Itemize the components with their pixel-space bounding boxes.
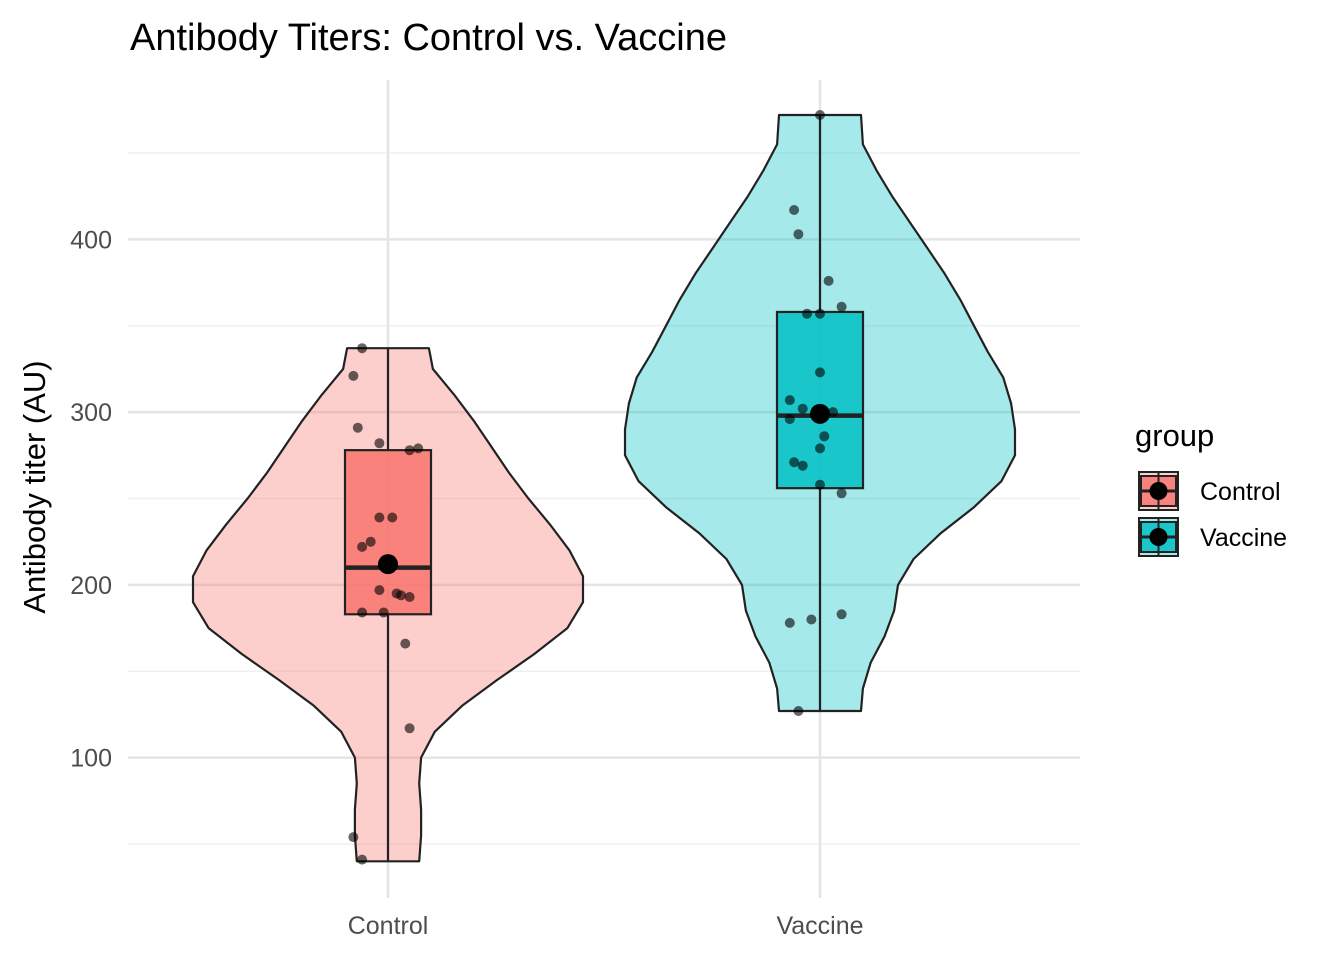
y-tick-label: 300	[70, 399, 112, 427]
data-point	[815, 479, 825, 490]
data-point	[815, 110, 825, 120]
data-point	[348, 832, 359, 843]
violins	[191, 113, 1017, 863]
data-point	[815, 367, 825, 378]
y-tick-label: 100	[70, 745, 112, 773]
data-point	[357, 854, 368, 865]
data-point	[413, 443, 424, 454]
y-tick-label: 200	[70, 572, 112, 600]
legend-key-mean	[1149, 482, 1168, 500]
data-point	[784, 414, 795, 425]
data-point	[365, 536, 376, 547]
data-point	[387, 512, 398, 523]
data-point	[404, 592, 415, 602]
data-point	[357, 607, 368, 618]
data-point	[836, 301, 847, 312]
data-point	[374, 438, 385, 449]
data-point	[797, 403, 808, 414]
data-point	[789, 205, 800, 215]
data-point	[819, 431, 830, 442]
data-point	[797, 460, 808, 471]
data-point	[374, 512, 385, 523]
data-point	[793, 229, 804, 240]
x-tick-label: Control	[348, 912, 429, 940]
legend-key-mean	[1149, 528, 1168, 546]
data-point	[357, 343, 368, 354]
legend: group Control Vaccine	[1135, 418, 1287, 557]
legend-label-control: Control	[1200, 478, 1281, 506]
x-axis: Control Vaccine	[348, 912, 864, 940]
data-point	[793, 706, 804, 716]
data-points	[348, 110, 847, 865]
chart-title: Antibody Titers: Control vs. Vaccine	[130, 17, 727, 59]
legend-label-vaccine: Vaccine	[1200, 524, 1287, 552]
data-point	[404, 723, 415, 734]
data-point	[374, 585, 385, 596]
y-axis-title: Antibody titer (AU)	[17, 360, 52, 613]
mean-point	[378, 554, 398, 575]
data-point	[815, 308, 825, 319]
y-axis: 100 200 300 400	[70, 226, 112, 772]
data-point	[404, 445, 415, 456]
y-tick-label: 400	[70, 226, 112, 254]
data-point	[836, 609, 847, 620]
data-point	[828, 407, 838, 418]
data-point	[823, 275, 834, 286]
data-point	[815, 443, 825, 454]
data-point	[378, 607, 389, 618]
data-point	[784, 617, 795, 628]
data-point	[348, 370, 359, 381]
data-point	[352, 422, 363, 433]
mean-point	[810, 403, 830, 424]
data-point	[400, 638, 411, 649]
box-control	[343, 449, 433, 616]
data-point	[836, 488, 847, 499]
data-point	[357, 541, 368, 552]
data-point	[806, 614, 817, 625]
data-point	[802, 308, 812, 319]
legend-title: group	[1135, 418, 1214, 453]
mean-markers	[378, 403, 830, 575]
data-point	[784, 395, 795, 406]
data-point	[789, 457, 800, 468]
x-tick-label: Vaccine	[776, 912, 863, 940]
data-point	[396, 590, 406, 601]
